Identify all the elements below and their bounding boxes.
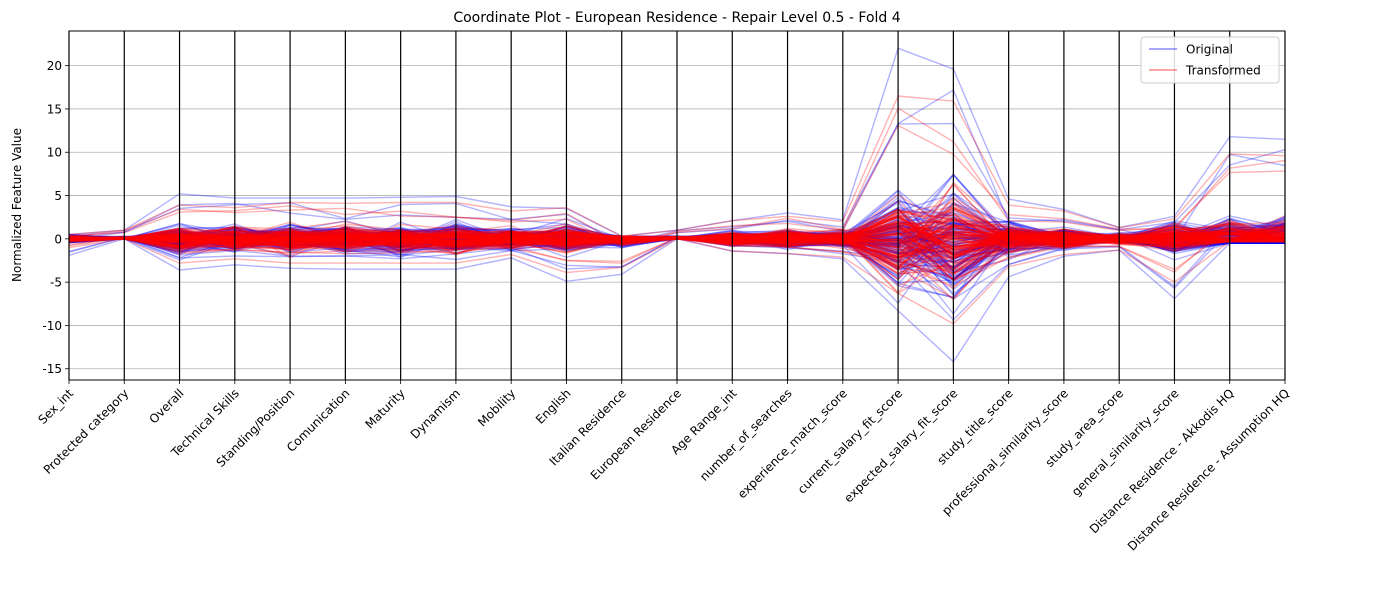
x-tick-label: Dynamism [408,386,463,441]
x-tick-label: number_of_searches [697,386,795,484]
x-tick-label: Overall [146,386,186,426]
legend: Original Transformed [1140,36,1280,84]
x-tick-label: Mobility [475,386,518,429]
x-tick-label: European Residence [588,386,684,482]
y-axis-label: Normalized Feature Value [10,128,24,282]
y-tick-label: -10 [42,319,62,333]
x-tick-label: experience_match_score [735,386,850,501]
y-ticks: -15 -10 -5 0 5 10 15 20 [42,59,69,376]
x-tick-label: general_similarity_score [1069,386,1182,499]
x-tick-label: Sex_int [35,386,76,427]
legend-label-transformed: Transformed [1185,64,1261,78]
y-tick-label: -15 [42,362,62,376]
y-tick-label: 10 [47,146,62,160]
legend-label-original: Original [1186,43,1233,57]
plot-frame [68,30,1286,381]
y-tick-label: 5 [54,189,62,203]
y-tick-label: 15 [47,102,62,116]
y-tick-label: 0 [54,232,62,246]
x-tick-label: current_salary_fit_score [795,386,905,496]
feature-axes [68,31,1286,380]
x-tick-label: Maturity [362,386,407,431]
legend-frame [1140,36,1280,84]
y-tick-label: 20 [47,59,62,73]
chart-title: Coordinate Plot - European Residence - R… [453,10,900,26]
x-tick-label: expected_salary_fit_score [841,386,960,505]
x-tick-label: English [533,386,574,427]
y-tick-label: -5 [50,276,62,290]
